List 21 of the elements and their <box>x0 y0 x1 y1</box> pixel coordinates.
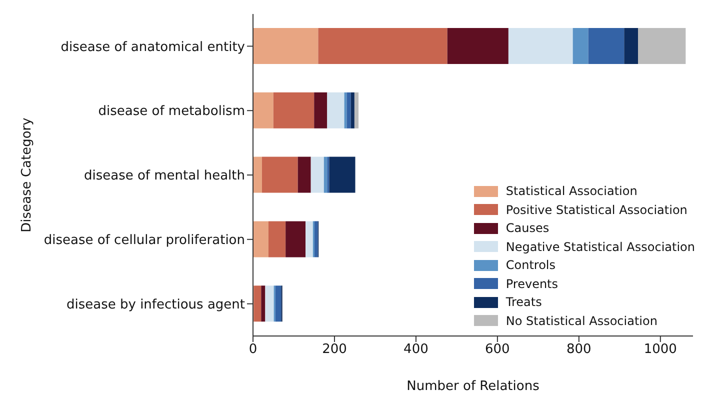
y-axis-title: Disease Category <box>20 117 35 232</box>
x-tick-label: 400 <box>404 342 428 358</box>
legend-label: Negative Statistical Association <box>506 238 695 256</box>
x-tick-label: 600 <box>485 342 510 358</box>
x-tick-label: 0 <box>248 342 258 358</box>
x-tick-label: 800 <box>566 342 592 358</box>
y-tick-label: disease of cellular proliferation <box>44 233 245 248</box>
x-tick-label: 200 <box>322 342 347 358</box>
x-tick-label: 1000 <box>644 342 677 358</box>
legend-label: Positive Statistical Association <box>506 202 688 218</box>
legend-label: Treats <box>506 294 542 311</box>
legend-label: Causes <box>506 220 550 237</box>
legend-label: Controls <box>506 257 556 274</box>
y-tick-label: disease of metabolism <box>98 104 245 120</box>
y-tick-label: disease of anatomical entity <box>60 40 246 55</box>
y-tick-label: disease by infectious agent <box>66 297 245 312</box>
legend-label: Statistical Association <box>506 183 638 200</box>
y-tick-label: disease of mental health <box>84 168 245 184</box>
x-axis-title: Number of Relations <box>406 379 540 394</box>
legend-label: No Statistical Association <box>506 312 658 330</box>
legend-label: Prevents <box>506 276 558 292</box>
